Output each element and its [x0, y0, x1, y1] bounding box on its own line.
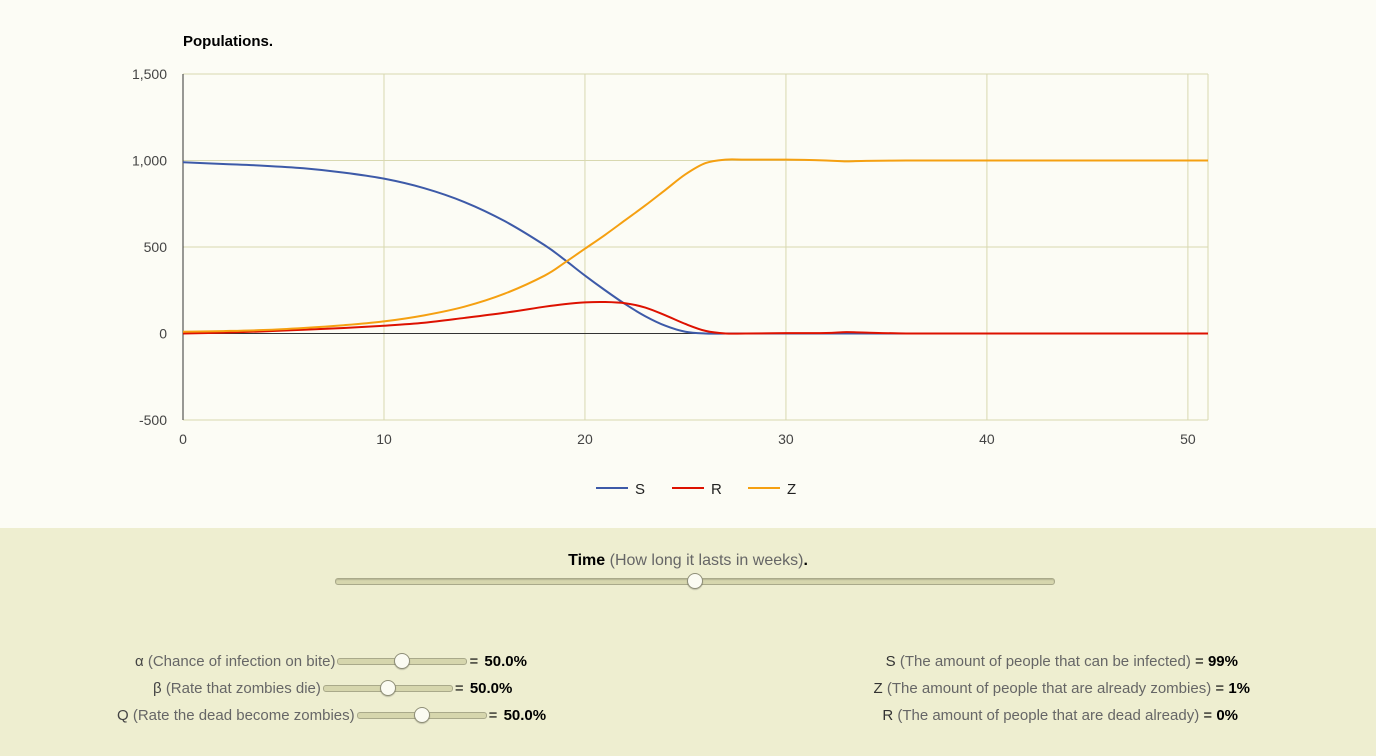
q-slider-thumb[interactable]: [413, 706, 430, 723]
info-desc: (The amount of people that can be infect…: [899, 653, 1191, 670]
series-line-r: [182, 300, 1208, 335]
y-tick-label: -500: [139, 412, 167, 428]
time-slider[interactable]: [335, 573, 1055, 589]
controls-panel: Time (How long it lasts in weeks). α (Ch…: [0, 528, 1376, 756]
info-value: 0%: [1216, 707, 1238, 724]
param-value: 50.0%: [503, 706, 547, 724]
x-tick-label: 30: [778, 431, 794, 447]
y-tick-label: 0: [159, 326, 167, 342]
time-slider-thumb[interactable]: [687, 573, 703, 589]
info-eq: =: [1203, 707, 1213, 724]
time-label: Time (How long it lasts in weeks).: [0, 552, 1376, 570]
legend-label-z: Z: [787, 481, 796, 498]
info-r: R (The amount of people that are dead al…: [882, 707, 1238, 724]
info-desc: (The amount of people that are dead alre…: [897, 707, 1200, 724]
param-alpha: α (Chance of infection on bite) = 50.0%: [135, 651, 527, 671]
grid: [183, 73, 1209, 421]
param-symbol: α: [135, 652, 144, 670]
series-lines: [182, 158, 1208, 335]
y-tick-label: 1,000: [132, 153, 167, 169]
param-desc: (Chance of infection on bite): [147, 652, 336, 670]
info-symbol: R: [882, 707, 894, 724]
q-slider[interactable]: [356, 706, 487, 723]
x-tick-label: 10: [376, 431, 392, 447]
param-eq: =: [488, 706, 498, 724]
info-value: 99%: [1207, 653, 1238, 670]
param-beta: β (Rate that zombies die) = 50.0%: [153, 678, 512, 698]
alpha-slider[interactable]: [337, 652, 468, 669]
info-desc: (The amount of people that are already z…: [886, 680, 1212, 697]
time-desc: (How long it lasts in weeks): [609, 552, 804, 569]
param-value: 50.0%: [484, 652, 527, 670]
legend-label-r: R: [711, 481, 722, 498]
param-symbol: Q: [117, 706, 129, 724]
chart-area: Populations. 0 10 20 30 40 50 -500 0 500 1,000 1,5…: [131, 33, 1209, 498]
info-eq: =: [1215, 680, 1225, 697]
info-eq: =: [1195, 653, 1204, 670]
info-symbol: S: [885, 653, 896, 670]
chart-title: Populations.: [183, 33, 273, 50]
param-q: Q (Rate the dead become zombies) = 50.0%: [117, 705, 546, 725]
legend-label-s: S: [635, 481, 645, 498]
info-symbol: Z: [873, 680, 883, 697]
series-line-s: [182, 161, 1208, 335]
time-name: Time: [568, 552, 606, 569]
alpha-slider-thumb[interactable]: [394, 652, 411, 669]
y-tick-label: 1,500: [132, 66, 167, 82]
param-desc: (Rate that zombies die): [165, 679, 321, 697]
param-symbol: β: [153, 679, 162, 697]
param-eq: =: [454, 679, 464, 697]
population-chart: Populations. 0 10 20 30 40 50 -500 0 500 1,000 1,5…: [132, 33, 1209, 498]
param-value: 50.0%: [469, 679, 513, 697]
x-tick-label: 20: [577, 431, 593, 447]
beta-slider-thumb[interactable]: [379, 679, 396, 696]
info-z: Z (The amount of people that are already…: [874, 680, 1251, 697]
info-s: S (The amount of people that can be infe…: [886, 653, 1238, 670]
x-tick-label: 40: [979, 431, 995, 447]
x-tick-label: 50: [1180, 431, 1196, 447]
series-line-z: [182, 158, 1208, 333]
axes: 0 10 20 30 40 50 -500 0 500 1,000 1,500: [132, 66, 1196, 447]
time-end: .: [803, 552, 808, 569]
y-tick-label: 500: [144, 239, 168, 255]
beta-slider[interactable]: [322, 679, 453, 696]
param-desc: (Rate the dead become zombies): [132, 706, 355, 724]
x-tick-label: 0: [179, 431, 187, 447]
info-value: 1%: [1228, 680, 1250, 697]
param-eq: =: [469, 652, 479, 670]
